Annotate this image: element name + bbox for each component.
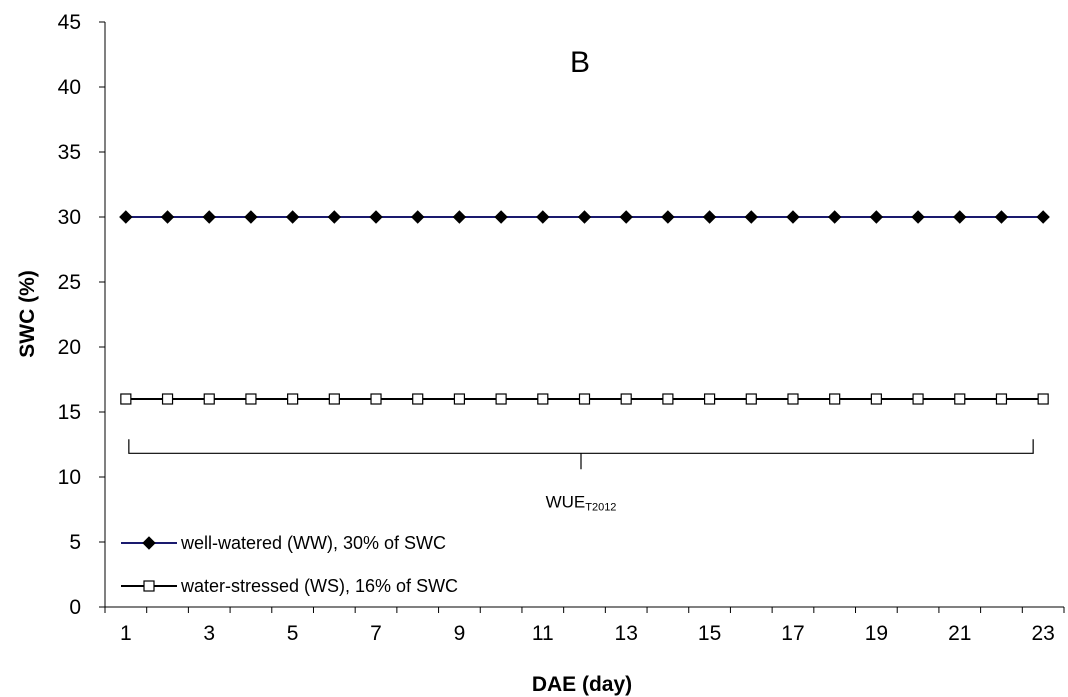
data-point [912, 393, 924, 405]
series-2 [120, 393, 1049, 405]
x-tick-label: 23 [1031, 622, 1054, 645]
y-tick-label: 30 [58, 206, 81, 229]
data-point [202, 210, 216, 224]
data-point [953, 210, 967, 224]
data-point [745, 393, 757, 405]
data-point [702, 210, 717, 224]
series-layer [119, 210, 1050, 405]
data-point [995, 393, 1008, 405]
x-tick-label: 1 [120, 622, 132, 645]
x-tick-label: 3 [203, 622, 215, 645]
y-tick-label: 15 [58, 401, 81, 424]
legend: well-watered (WW), 30% of SWC water-stres… [121, 533, 458, 596]
data-point [453, 393, 466, 405]
data-point [537, 393, 549, 405]
data-point [287, 393, 299, 405]
y-axis-title: SWC (%) [16, 270, 39, 358]
data-point [370, 393, 382, 405]
x-tick-label: 7 [370, 622, 382, 645]
panel-label: B [570, 46, 590, 79]
x-tick-label: 13 [615, 622, 638, 645]
data-point [662, 393, 674, 405]
x-tick-label: 21 [948, 622, 971, 645]
brace-annotation: WUET2012 [128, 439, 1034, 513]
data-point [412, 393, 424, 405]
data-point [494, 210, 508, 224]
data-point [870, 393, 882, 405]
data-point [577, 210, 592, 224]
data-point [411, 210, 425, 224]
data-point [661, 210, 675, 224]
data-point [203, 393, 215, 405]
x-tick-label: 19 [865, 622, 888, 645]
data-point [1036, 210, 1050, 224]
x-axis-title: DAE (day) [532, 673, 632, 696]
data-point [160, 210, 175, 224]
y-tick-label: 0 [69, 596, 81, 619]
legend-marker [142, 536, 156, 550]
y-tick-label: 45 [58, 11, 81, 34]
legend-item-1: well-watered (WW), 30% of SWC [121, 533, 446, 553]
y-tick-label: 35 [58, 141, 81, 164]
data-point [786, 210, 800, 224]
data-point [994, 210, 1009, 224]
y-tick-label: 40 [58, 76, 81, 99]
data-point [495, 393, 507, 405]
legend-marker [143, 580, 155, 592]
data-point [244, 210, 258, 224]
data-point [161, 393, 174, 405]
data-point [369, 210, 383, 224]
data-point [744, 210, 758, 224]
data-point [827, 210, 842, 224]
y-tick-label: 5 [69, 531, 81, 554]
axes [104, 22, 1064, 608]
y-tick-label: 10 [58, 466, 81, 489]
brace-bracket [128, 439, 1034, 470]
series-1 [119, 210, 1050, 224]
x-tick-label: 17 [781, 622, 804, 645]
x-tick-label: 9 [454, 622, 466, 645]
legend-item-2: water-stressed (WS), 16% of SWC [121, 576, 458, 596]
data-point [536, 210, 550, 224]
data-point [829, 393, 841, 405]
data-point [911, 210, 925, 224]
data-point [1037, 393, 1049, 405]
data-point [619, 210, 633, 224]
x-tick-label: 11 [532, 622, 554, 645]
legend-label: water-stressed (WS), 16% of SWC [180, 576, 458, 596]
data-point [620, 393, 632, 405]
data-point [954, 393, 966, 405]
data-point [328, 393, 340, 405]
x-tick-label: 5 [287, 622, 299, 645]
x-tick-label: 15 [698, 622, 721, 645]
y-tick-label: 20 [58, 336, 81, 359]
legend-label: well-watered (WW), 30% of SWC [180, 533, 446, 553]
data-point [452, 210, 467, 224]
data-point [285, 210, 300, 224]
data-point [327, 210, 342, 224]
data-point [119, 210, 133, 224]
data-point [578, 393, 591, 405]
annotation-label: WUET2012 [546, 492, 617, 513]
data-point [120, 393, 132, 405]
data-point [787, 393, 799, 405]
data-point [703, 393, 716, 405]
data-point [245, 393, 257, 405]
data-point [869, 210, 884, 224]
y-tick-label: 25 [58, 271, 81, 294]
